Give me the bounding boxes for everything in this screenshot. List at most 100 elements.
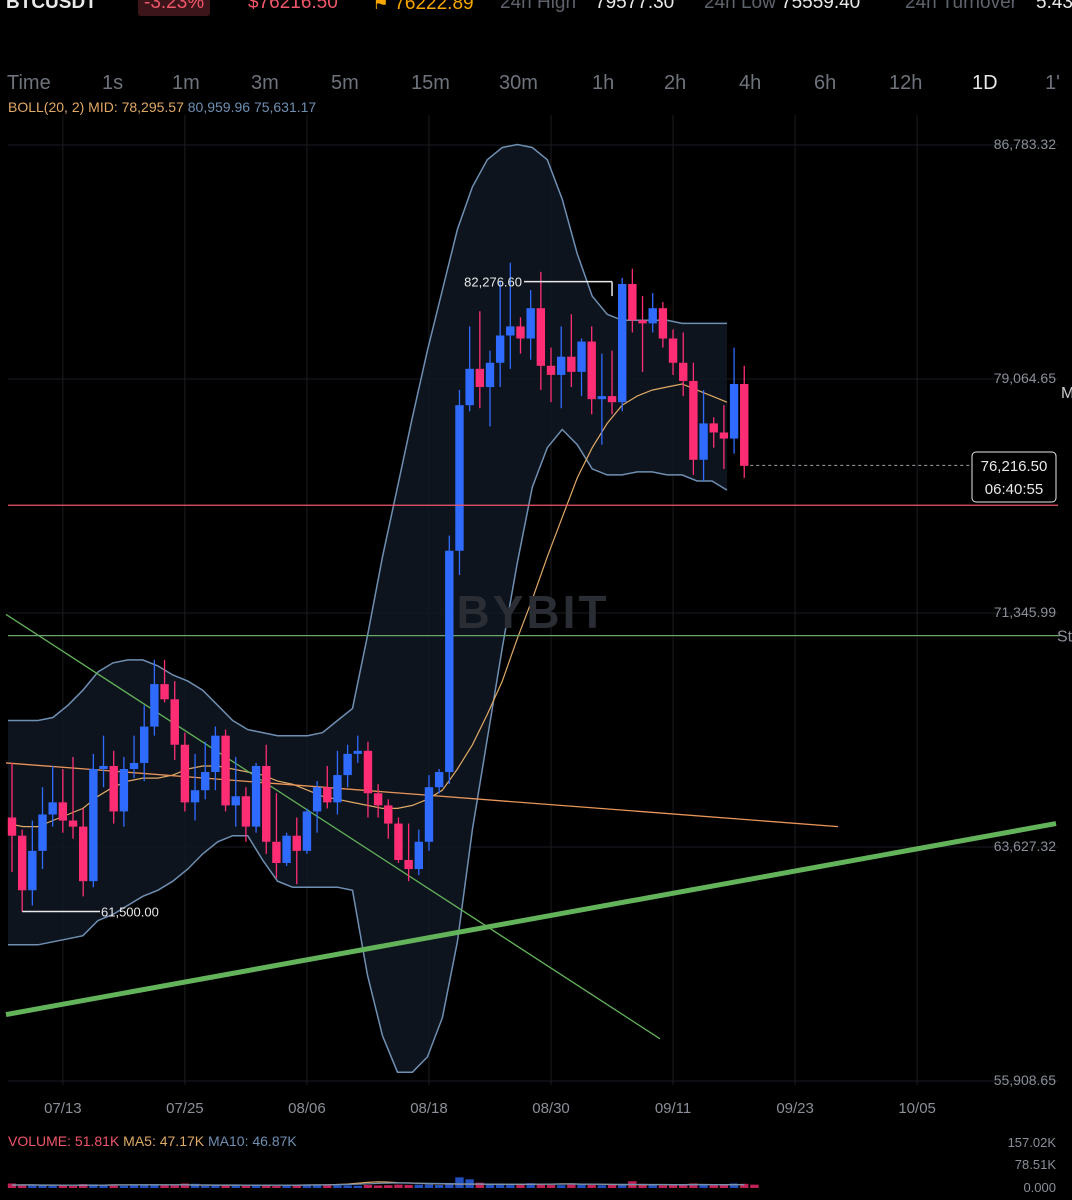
candle [556,326,566,409]
y-tick-label: 86,783.32 [994,136,1056,152]
candle-body [282,835,291,863]
symbol[interactable]: BTCUSDT [6,0,97,13]
candle [323,765,332,809]
candle [7,762,17,873]
volume-bar [434,1184,444,1188]
candle [618,277,627,412]
volume-bar [577,1184,586,1188]
x-tick-label: 08/30 [532,1100,570,1117]
candle [78,808,88,897]
volume-bar [394,1184,403,1188]
candle-body [384,805,393,824]
candle-body [577,341,586,372]
tab-6h[interactable]: 6h [814,72,837,94]
volume-bar [17,1184,27,1188]
candle-body [587,341,596,400]
candle [292,817,301,885]
volume-bar [556,1185,566,1188]
volume-bar [567,1184,576,1188]
candle-body [180,744,190,803]
candle [465,326,474,412]
volume-bar [109,1184,118,1188]
candle-body [475,368,485,388]
volume-bar [89,1184,98,1188]
candle [475,311,485,409]
volume-bar [373,1185,383,1188]
volume-bar [618,1184,627,1188]
candle-body [485,362,495,388]
tab-1d[interactable]: 1D [972,72,998,94]
volume-bar [7,1183,17,1188]
price-badge-value: 76,216.50 [981,458,1048,475]
change-percent: -3.23% [138,0,211,16]
candle [211,726,220,791]
candle-body [89,769,98,882]
tab-1m[interactable]: 1m [172,72,200,94]
candle-body [78,826,88,882]
volume-bar [546,1184,556,1188]
tab-4h[interactable]: 4h [739,72,762,94]
volume-bar [536,1184,546,1188]
volume-axis-label: 157.02K [1008,1135,1057,1150]
candle-body [119,769,129,812]
candle [648,293,657,333]
volume-bar [729,1183,739,1188]
candle [353,735,362,763]
candle-body [394,823,403,860]
candle [89,753,98,888]
candle [150,659,159,736]
tab-1s[interactable]: 1s [102,72,124,94]
tab-15m[interactable]: 15m [411,72,450,94]
tab-5m[interactable]: 5m [331,72,359,94]
volume-bar [48,1185,57,1188]
candle [658,302,668,348]
candle-body [150,684,159,727]
high-label: 82,276.60 [464,275,522,290]
candle-body [719,432,729,439]
high-value: 79577.30 [595,0,675,13]
volume-bar [404,1184,413,1188]
candle-body [516,326,525,339]
candle-body [709,423,718,433]
boll-band-fill [8,144,727,1073]
candle [638,296,647,372]
candle-body [740,383,749,466]
candle-body [312,787,322,812]
candle [170,681,179,760]
high-label: 24h High [500,0,577,13]
tab-2h[interactable]: 2h [664,72,687,94]
tab-12h[interactable]: 12h [889,72,923,94]
volume-bar [78,1184,88,1188]
volume-bar [658,1185,668,1188]
candle-body [58,802,68,821]
candle [536,271,546,391]
candle [129,735,139,779]
candle [679,332,688,397]
volume-bar [445,1184,454,1188]
volume-bar [597,1185,607,1188]
volume-bar [312,1184,322,1188]
volume-bar [587,1184,596,1188]
candle [282,832,291,867]
candle-body [699,423,708,460]
candle-body [455,405,464,551]
candle-body [241,796,251,827]
boll-lower-line [8,428,728,1073]
candle [495,280,505,388]
volume-bar [201,1185,210,1188]
tab-30m[interactable]: 30m [499,72,538,94]
tab-1h[interactable]: 1h [592,72,615,94]
tab-3m[interactable]: 3m [251,72,279,94]
candle-body [668,338,678,363]
volume-bar [424,1184,434,1188]
candle [404,823,413,882]
tab-more[interactable]: 1' [1045,72,1060,94]
price-badge-countdown: 06:40:55 [985,481,1043,498]
candle-body [638,320,647,324]
volume-bar [323,1184,332,1188]
candle [587,326,596,415]
ticker-bar: BTCUSDT -3.23% $76216.50 ⚑ 76222.89 24h … [0,0,1072,22]
volume-bar [160,1184,169,1188]
tab-time[interactable]: Time [7,72,51,94]
